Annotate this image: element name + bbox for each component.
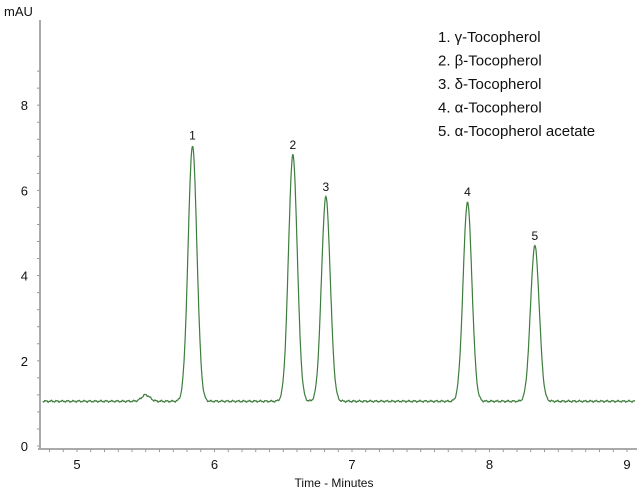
x-tick-label: 8 bbox=[486, 457, 493, 472]
y-tick-label: 2 bbox=[21, 354, 28, 369]
legend-entry: 3. δ-Tocopherol bbox=[438, 76, 541, 93]
legend-entry: 1. γ-Tocopherol bbox=[438, 29, 541, 46]
legend-entry: 5. α-Tocopherol acetate bbox=[438, 123, 595, 140]
y-tick-label: 0 bbox=[21, 439, 28, 454]
x-tick-label: 7 bbox=[348, 457, 355, 472]
y-tick-label: 4 bbox=[21, 269, 28, 284]
peak-label: 2 bbox=[290, 138, 297, 152]
x-tick-label: 9 bbox=[623, 457, 630, 472]
x-tick-label: 5 bbox=[73, 457, 80, 472]
peak-label: 3 bbox=[323, 180, 330, 194]
peak-label: 4 bbox=[464, 185, 471, 199]
y-tick-label: 8 bbox=[21, 98, 28, 113]
y-tick-label: 6 bbox=[21, 183, 28, 198]
legend: 1. γ-Tocopherol 2. β-Tocopherol 3. δ-Tocop… bbox=[438, 29, 595, 140]
y-axis-label: mAU bbox=[4, 4, 33, 19]
x-axis-title: Time - Minutes bbox=[295, 476, 374, 490]
peak-label: 1 bbox=[189, 129, 196, 143]
chromatogram-trace bbox=[42, 145, 636, 404]
x-tick-label: 6 bbox=[211, 457, 218, 472]
legend-entry: 2. β-Tocopherol bbox=[438, 53, 542, 70]
peak-label: 5 bbox=[532, 229, 539, 243]
legend-entry: 4. α-Tocopherol bbox=[438, 100, 542, 117]
